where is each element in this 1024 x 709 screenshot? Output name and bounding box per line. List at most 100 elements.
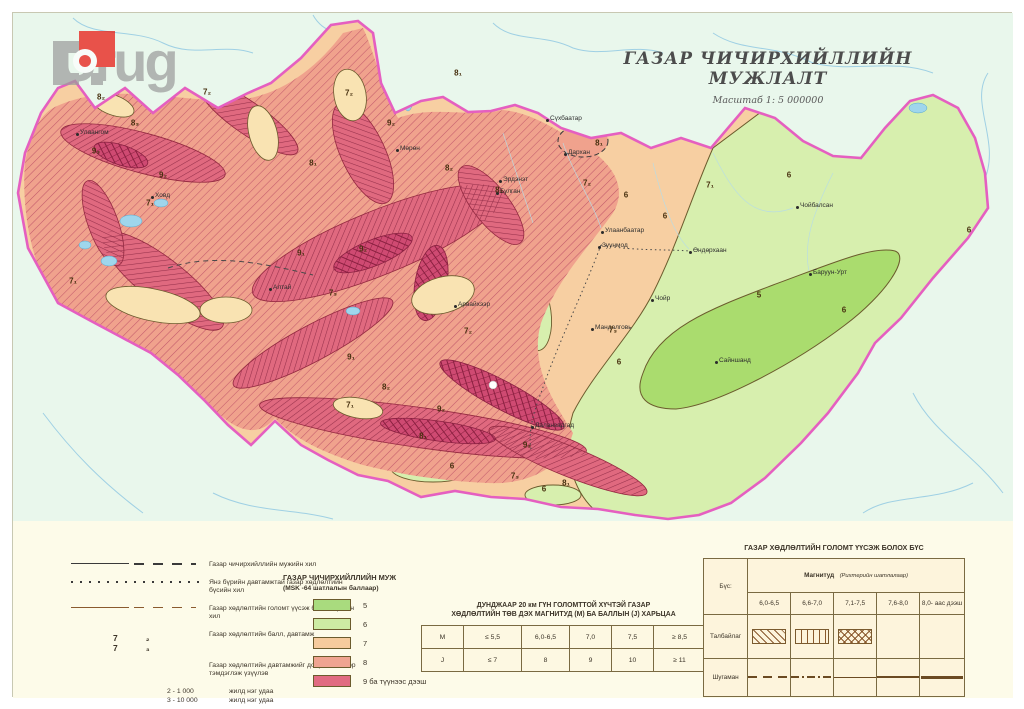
focus-bus-cell: Бүс: xyxy=(702,558,749,615)
zone-label: 6 xyxy=(623,190,629,200)
dash-dot-line-symbol xyxy=(791,676,834,679)
legend-row-frequency-boundary: Янз бүрийн давтамжтай газар хөдлөлтийн б… xyxy=(71,579,356,596)
zone-legend-row: 9 ба түүнээс дээш xyxy=(313,675,453,687)
zone-label: 7₂ xyxy=(202,87,212,97)
legend-row-ball-symbols: 7₂ 7₃ Газар хөдлөлтийн балл, давтамж xyxy=(71,631,356,653)
legend-note: Газар хөдлөлтийн давтамжийг доорхи тоого… xyxy=(209,661,356,678)
zone-label: 6 xyxy=(966,225,972,235)
zone-label: 9₁ xyxy=(297,248,305,258)
zone-label: 7₃ xyxy=(608,325,618,335)
zone-label: 8₁ xyxy=(562,478,570,488)
frequency-row-1: 2 - 1 000 жилд нэг удаа xyxy=(167,687,274,695)
legend-row-zone-boundary: Газар чичирхийллийн мужийн хил xyxy=(71,561,356,570)
zone-label: 8₂ xyxy=(96,92,106,102)
zone-legend-value: 8 xyxy=(363,657,368,667)
map-labels-layer: Улаангом Ховд Мөрөн Сүхбаатар Дархан Эрдэнэт Б… xyxy=(69,68,972,494)
zone-label: 6 xyxy=(541,484,547,494)
dashed-line-symbol xyxy=(748,676,791,679)
zone-label: 7₁ xyxy=(346,400,354,410)
dotted-line-symbol xyxy=(71,579,209,583)
zone-label: 8₃ xyxy=(130,118,140,128)
zone-label: 7₃ xyxy=(510,471,520,481)
zone-label: 8₂ xyxy=(444,163,454,173)
zone-label: 8₁ xyxy=(595,138,603,148)
thick-line-symbol xyxy=(921,675,964,679)
zone-label: 7₁ xyxy=(706,180,714,190)
diagonal-hatch-symbol xyxy=(752,629,787,644)
zone-legend-row: 6 xyxy=(313,618,453,630)
zone-legend-title: ГАЗАР ЧИЧИРХИЙЛЛИЙН МУЖ xyxy=(283,573,397,582)
map-graphic xyxy=(16,14,1004,521)
magnitude-table-title: ДУНДЖААР 20 км ГҮН ГОЛОМТТОЙ ХҮЧТЭЙ ГАЗА… xyxy=(451,602,676,618)
magnitude-table-block: ДУНДЖААР 20 км ГҮН ГОЛОМТТОЙ ХҮЧТЭЙ ГАЗА… xyxy=(421,601,706,672)
legend-strip: Газар чичирхийллийн мужийн хил Янз бүрий… xyxy=(13,521,1013,704)
map-scale: Масштаб 1: 5 000000 xyxy=(712,95,824,106)
zone-label: 6 xyxy=(449,461,455,471)
zone-label: 6 xyxy=(786,170,792,180)
title-block: ГАЗАР ЧИЧИРХИЙЛЛИЙН МУЖЛАЛТ Масштаб 1: 5… xyxy=(573,49,963,106)
zone-label: 6 xyxy=(662,211,668,221)
zone-label: 9₃ xyxy=(522,440,532,450)
zone-legend-value: 6 xyxy=(363,619,368,629)
zone-color-swatch xyxy=(313,675,351,687)
zone-legend-value: 7 xyxy=(363,638,368,648)
zone-label: 5 xyxy=(756,290,762,300)
zone-legend-value: 9 ба түүнээс дээш xyxy=(363,676,427,686)
zone-color-swatch xyxy=(313,618,351,630)
zone-label: 7₁ xyxy=(69,276,77,286)
focus-range-row: 6,0-6,5 6,6-7,0 7,1-7,5 7,6-8,0 8,0- аас… xyxy=(704,592,965,615)
seismic-map: Улаангом Ховд Мөрөн Сүхбаатар Дархан Эрдэнэт Б… xyxy=(13,13,1013,521)
zone-label: 9₂ xyxy=(158,170,168,180)
poster-content: Улаангом Ховд Мөрөн Сүхбаатар Дархан Эрдэнэт Б… xyxy=(12,12,1013,704)
magnitude-table: М ≤ 5,5 6,0-6,5 7,0 7,5 ≥ 8,5 J ≤ 7 8 9 … xyxy=(421,625,706,672)
zone-color-swatch xyxy=(313,637,351,649)
zone-label: 6 xyxy=(841,305,847,315)
zone-label: 9₃ xyxy=(91,146,101,156)
magnitude-row-j: J ≤ 7 8 9 10 ≥ 11 xyxy=(421,648,706,672)
urug-watermark: Urug xyxy=(53,31,179,93)
zone-label: 9₂ xyxy=(358,244,368,254)
zone-label: 9₁ xyxy=(347,352,355,362)
medium-line-symbol xyxy=(877,676,920,679)
frequency-row-2: 3 - 10 000 жилд нэг удаа xyxy=(167,696,274,704)
zone-color-swatch xyxy=(313,599,351,611)
zone-label: 7₃ xyxy=(328,288,338,298)
zone-color-swatch xyxy=(313,656,351,668)
cross-hatch-symbol xyxy=(838,629,873,644)
urug-logo-icon xyxy=(53,31,115,85)
focus-magnitude-header: Магнитуд (Рихтерийн шатлалаар) xyxy=(747,558,965,593)
zone-boundary-line-symbol xyxy=(71,561,209,565)
focus-boundary-line-symbol xyxy=(71,605,209,609)
zone-label: 8₁ xyxy=(495,185,503,195)
zone-legend-subtitle: (MSK -64 шатлалын баллаар) xyxy=(283,585,379,592)
zone-legend-row: 8 xyxy=(313,656,453,668)
zone-label: 9₂ xyxy=(386,118,396,128)
zone-legend-value: 5 xyxy=(363,600,368,610)
magnitude-row-m: М ≤ 5,5 6,0-6,5 7,0 7,5 ≥ 8,5 xyxy=(421,625,706,649)
zone-label: 8₁ xyxy=(419,431,427,441)
ball-symbols: 7₂ 7₃ xyxy=(113,632,178,653)
focus-areal-row: Талбайлаг xyxy=(702,614,965,659)
zone-label: 8₂ xyxy=(381,382,391,392)
zone-label: 6 xyxy=(616,357,622,367)
zone-label: 9₂ xyxy=(436,404,446,414)
zone-label: 7₂ xyxy=(463,326,473,336)
thin-line-symbol xyxy=(834,676,877,678)
zone-legend-row: 5 xyxy=(313,599,453,611)
vertical-hatch-symbol xyxy=(795,629,830,644)
focus-table: Бүс: Магнитуд (Рихтерийн шатлалаар) 6,0-… xyxy=(702,558,965,697)
legend-row-focus-boundary: Газар хөдлөлтийн голомт үүсэж болох бүси… xyxy=(71,605,356,622)
zone-label: 7₂ xyxy=(582,178,592,188)
focus-table-block: ГАЗАР ХӨДЛӨЛТИЙН ГОЛОМТ ҮҮСЭЖ БОЛОХ БҮС … xyxy=(702,543,965,697)
map-title: ГАЗАР ЧИЧИРХИЙЛЛИЙН МУЖЛАЛТ xyxy=(623,49,913,89)
zone-color-legend: ГАЗАР ЧИЧИРХИЙЛЛИЙН МУЖ (MSK -64 шатлалы… xyxy=(283,573,453,687)
zone-label: 7₁ xyxy=(146,198,154,208)
focus-table-title: ГАЗАР ХӨДЛӨЛТИЙН ГОЛОМТ ҮҮСЭЖ БОЛОХ БҮС xyxy=(744,543,924,552)
zone-label: 7₂ xyxy=(344,88,354,98)
line-legend: Газар чичирхийллийн мужийн хил Янз бүрий… xyxy=(71,561,356,705)
zone-label: 8₁ xyxy=(454,68,462,78)
zone-legend-rows: 5 6 7 8 9 ба түүнээс дээш xyxy=(283,599,453,687)
zone-label: 8₁ xyxy=(309,158,317,168)
focus-linear-row: Шугаман xyxy=(702,658,965,697)
